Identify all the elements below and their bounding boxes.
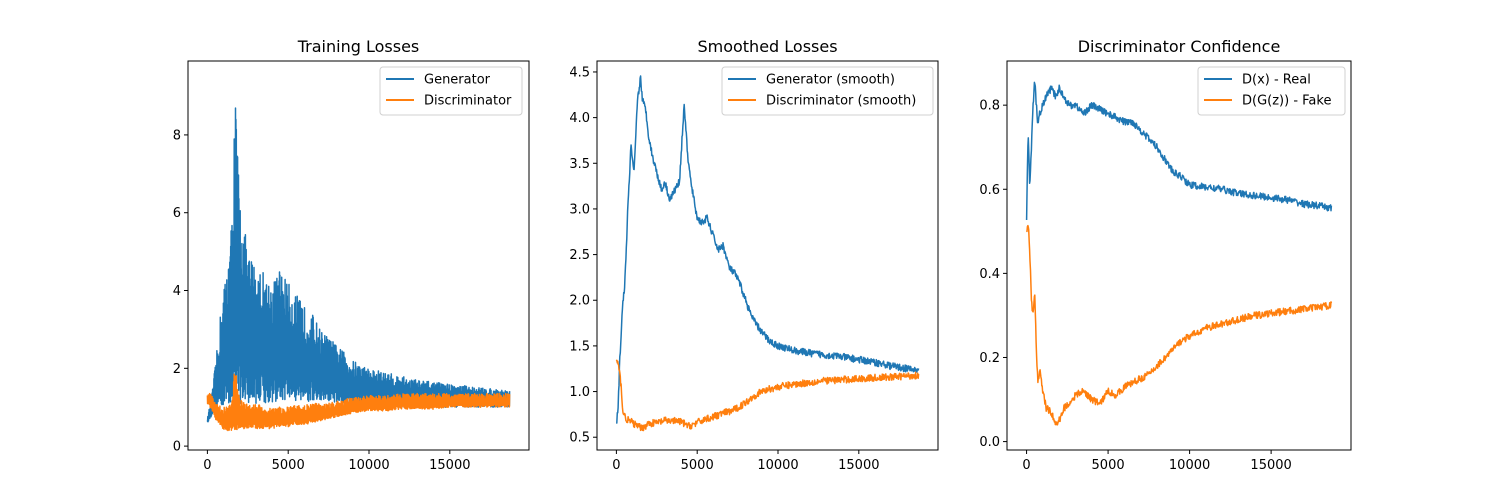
x-tick-label: 5000	[1092, 458, 1125, 473]
plot-frame	[187, 60, 530, 451]
legend-label: Discriminator (smooth)	[766, 94, 916, 109]
x-tick-label: 5000	[272, 458, 305, 473]
y-tick-label: 2.5	[569, 248, 590, 263]
x-tick-label: 10000	[1169, 458, 1210, 473]
y-tick-label: 0.8	[979, 99, 1000, 114]
y-tick-label: 4	[173, 284, 181, 299]
plot-frame	[596, 60, 939, 451]
series-line-1	[206, 107, 511, 423]
y-tick-label: 4.5	[569, 65, 590, 80]
y-tick-label: 3.0	[569, 202, 590, 217]
legend-label: D(x) - Real	[1242, 73, 1311, 88]
x-tick-label: 0	[612, 458, 620, 473]
y-tick-label: 0.5	[569, 431, 590, 446]
legend-label: Generator	[424, 73, 491, 88]
y-tick-label: 2	[173, 362, 181, 377]
y-tick-label: 8	[173, 128, 181, 143]
x-tick-label: 15000	[429, 458, 470, 473]
legend: Generator (smooth) Discriminator (smooth)	[721, 66, 934, 116]
legend: D(x) - Real D(G(z)) - Fake	[1197, 66, 1346, 116]
chart-title: Training Losses	[297, 37, 420, 56]
legend: Generator Discriminator	[379, 66, 523, 116]
y-tick-label: 2.0	[569, 294, 590, 309]
chart-panel-2: 0 5000 10000 15000 0.5 1.0 1.5 2.0 2.5 3.0 3.5 4.0 4…	[569, 37, 939, 473]
legend-box	[1197, 66, 1346, 116]
series-group	[615, 75, 920, 432]
x-tick-label: 10000	[348, 458, 389, 473]
y-tick-label: 6	[173, 206, 181, 221]
plot-frame	[1006, 60, 1352, 451]
series-line-1	[615, 75, 920, 424]
y-tick-label: 0.2	[979, 351, 1000, 366]
x-tick-label: 15000	[1250, 458, 1291, 473]
chart-panel-1: 0 5000 10000 15000 0 2 4 6 8 Training Losses Gener…	[173, 37, 530, 473]
series-line-2	[206, 373, 511, 432]
series-line-2	[1025, 224, 1333, 426]
x-tick-label: 0	[1022, 458, 1030, 473]
y-tick-label: 1.0	[569, 385, 590, 400]
legend-label: D(G(z)) - Fake	[1242, 94, 1331, 109]
legend-box	[721, 66, 934, 116]
y-tick-label: 4.0	[569, 111, 590, 126]
legend-box	[379, 66, 523, 116]
series-line-1	[1025, 81, 1333, 221]
y-tick-label: 0	[173, 440, 181, 455]
legend-label: Generator (smooth)	[766, 73, 895, 88]
series-line-2	[615, 359, 920, 432]
series-group	[206, 107, 511, 432]
chart-panel-3: 0 5000 10000 15000 0.0 0.2 0.4 0.6 0.8 Discrimina…	[979, 37, 1352, 473]
legend-label: Discriminator	[424, 94, 512, 109]
y-tick-label: 0.4	[979, 267, 1000, 282]
y-tick-label: 0.0	[979, 435, 1000, 450]
x-tick-label: 10000	[757, 458, 798, 473]
x-tick-label: 5000	[681, 458, 714, 473]
chart-title: Discriminator Confidence	[1078, 37, 1281, 56]
y-tick-label: 0.6	[979, 183, 1000, 198]
series-group	[1025, 81, 1333, 426]
chart-title: Smoothed Losses	[697, 37, 837, 56]
y-tick-label: 3.5	[569, 157, 590, 172]
y-tick-label: 1.5	[569, 339, 590, 354]
x-tick-label: 15000	[838, 458, 879, 473]
x-tick-label: 0	[203, 458, 211, 473]
